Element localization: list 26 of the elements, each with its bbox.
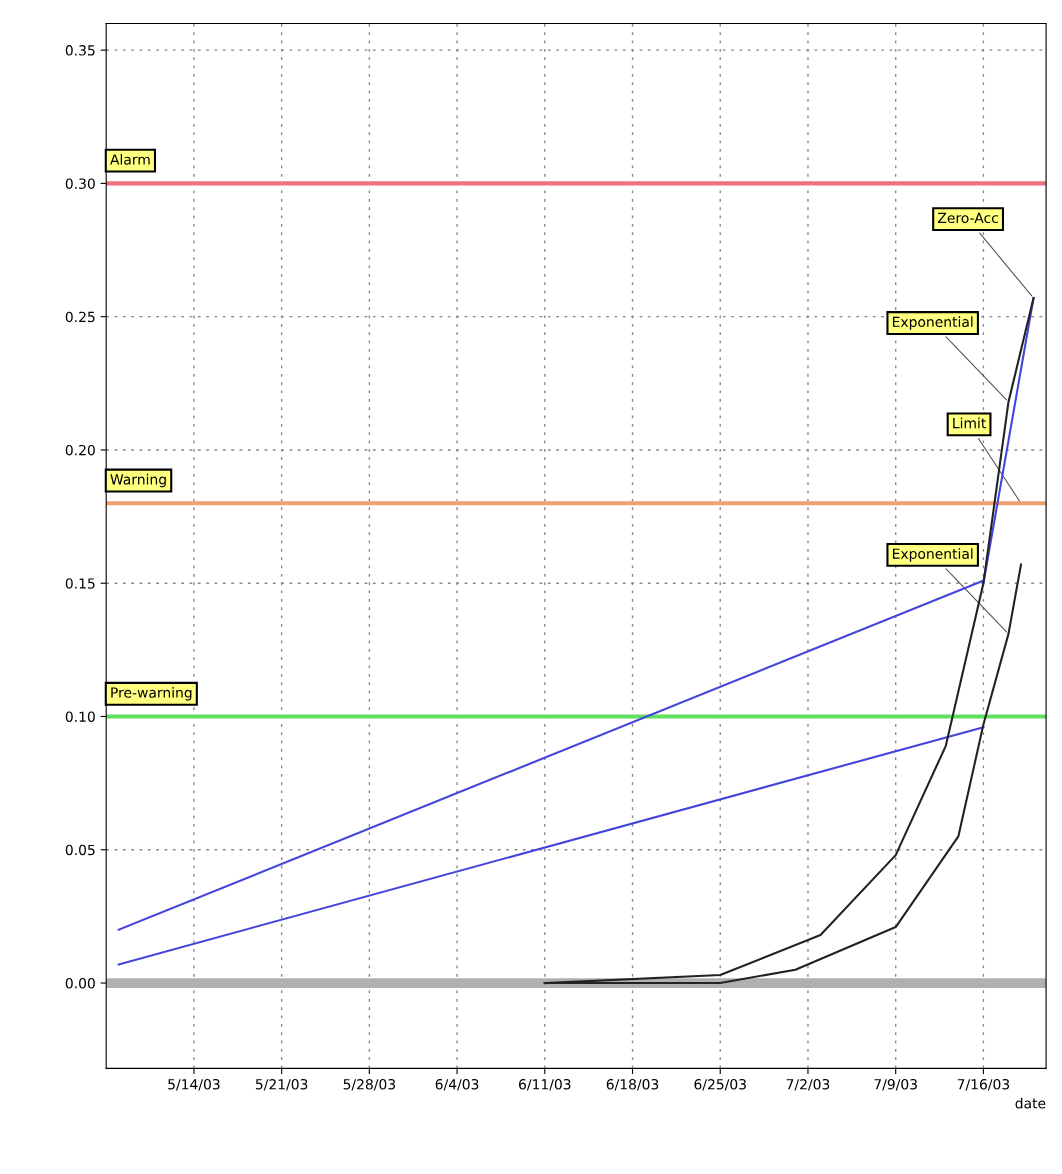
x-tick-label: 7/16/03 [957,1079,1010,1091]
x-tick-label: 5/21/03 [255,1079,308,1091]
y-tick-label: 0.30 [65,178,95,189]
x-tick-label: 6/25/03 [694,1079,746,1091]
ref-line-label: Warning [110,473,166,488]
x-axis-title: date [1015,1097,1046,1109]
x-tick-label: 7/9/03 [874,1079,917,1091]
y-tick-label: 0.20 [65,444,95,456]
x-tick-label: 6/4/03 [435,1079,479,1091]
y-tick-label: 0.35 [65,45,95,56]
annotation: Exponential [892,548,973,562]
y-tick-label: 0.05 [65,844,95,856]
y-tick-label: 0.10 [65,711,95,722]
x-tick-label: 6/11/03 [519,1079,571,1091]
annotation: Exponential [892,316,973,330]
x-tick-label: 6/18/03 [606,1079,659,1091]
y-tick-label: 0.25 [65,311,95,323]
x-tick-label: 5/14/03 [168,1079,220,1091]
ref-line-label: Pre-warning [111,687,192,701]
annotation: Zero-Acc [938,212,998,224]
x-tick-label: 7/2/03 [786,1079,830,1091]
y-tick-label: 0.15 [65,578,95,589]
annotation: Limit [953,417,986,429]
x-tick-label: 5/28/03 [343,1079,396,1091]
y-tick-label: 0.00 [65,978,95,989]
ref-line-label: Alarm [110,153,150,165]
